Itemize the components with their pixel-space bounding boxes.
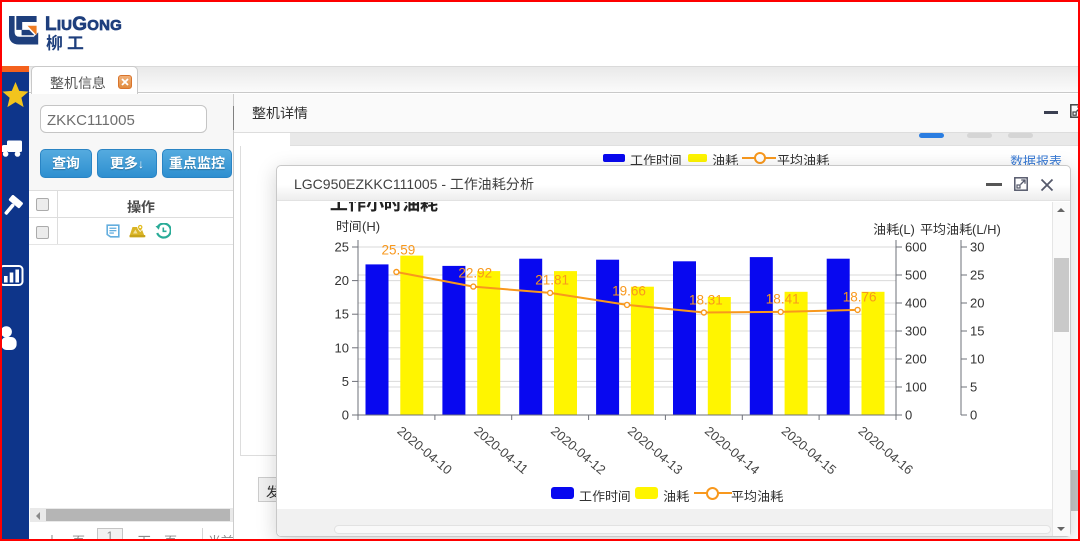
svg-text:25: 25	[970, 268, 984, 283]
svg-text:21.81: 21.81	[535, 273, 569, 288]
svg-text:25.59: 25.59	[382, 243, 416, 258]
svg-text:10: 10	[970, 352, 984, 367]
svg-text:19.66: 19.66	[612, 284, 646, 299]
svg-text:2020-04-13: 2020-04-13	[625, 423, 686, 477]
svg-text:0: 0	[905, 408, 912, 423]
svg-text:20: 20	[335, 273, 349, 288]
svg-text:500: 500	[905, 268, 927, 283]
svg-text:2020-04-10: 2020-04-10	[394, 423, 455, 477]
svg-text:2020-04-12: 2020-04-12	[548, 423, 609, 477]
svg-text:2020-04-16: 2020-04-16	[856, 423, 917, 477]
svg-text:200: 200	[905, 352, 927, 367]
svg-text:300: 300	[905, 324, 927, 339]
svg-text:2020-04-15: 2020-04-15	[779, 423, 840, 477]
svg-text:18.41: 18.41	[766, 292, 800, 307]
svg-text:2020-04-11: 2020-04-11	[471, 423, 531, 477]
svg-text:0: 0	[970, 408, 977, 423]
svg-text:25: 25	[335, 240, 349, 255]
svg-text:5: 5	[970, 380, 977, 395]
svg-text:600: 600	[905, 240, 927, 255]
svg-text:18.31: 18.31	[689, 293, 723, 308]
svg-text:15: 15	[970, 324, 984, 339]
svg-text:22.92: 22.92	[458, 266, 492, 281]
svg-text:400: 400	[905, 296, 927, 311]
svg-text:30: 30	[970, 240, 984, 255]
svg-text:20: 20	[970, 296, 984, 311]
svg-text:5: 5	[342, 374, 349, 389]
svg-text:0: 0	[342, 408, 349, 423]
svg-text:18.76: 18.76	[843, 290, 877, 305]
svg-text:10: 10	[335, 340, 349, 355]
svg-text:2020-04-14: 2020-04-14	[702, 423, 763, 477]
svg-text:15: 15	[335, 307, 349, 322]
svg-text:100: 100	[905, 380, 927, 395]
